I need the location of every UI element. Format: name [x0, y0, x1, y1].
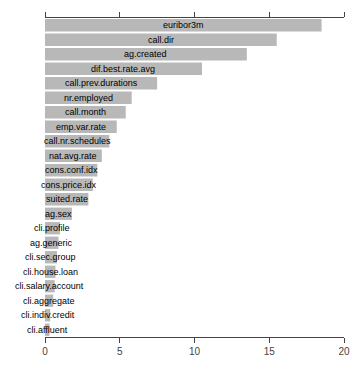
- svg-text:ag.sex: ag.sex: [45, 209, 72, 219]
- svg-text:10: 10: [189, 346, 201, 357]
- svg-text:euribor3m: euribor3m: [163, 20, 204, 30]
- svg-text:cons.price.idx: cons.price.idx: [41, 180, 97, 190]
- svg-text:cli.profile: cli.profile: [34, 223, 70, 233]
- svg-text:cli.aggregate: cli.aggregate: [23, 296, 75, 306]
- svg-text:nat.avg.rate: nat.avg.rate: [49, 151, 97, 161]
- svg-text:cli.house.loan: cli.house.loan: [23, 267, 78, 277]
- svg-text:cli.affluent: cli.affluent: [27, 325, 68, 335]
- svg-text:ag.created: ag.created: [124, 49, 167, 59]
- svg-text:15: 15: [264, 346, 276, 357]
- svg-text:cons.conf.idx: cons.conf.idx: [45, 165, 98, 175]
- svg-text:cli.sec.group: cli.sec.group: [25, 252, 76, 262]
- svg-text:cli.salary.account: cli.salary.account: [15, 281, 84, 291]
- svg-text:cli.indiv.credit: cli.indiv.credit: [21, 310, 75, 320]
- svg-text:5: 5: [117, 346, 123, 357]
- svg-text:ag.generic: ag.generic: [30, 238, 73, 248]
- svg-text:emp.var.rate: emp.var.rate: [56, 122, 106, 132]
- svg-text:20: 20: [338, 346, 350, 357]
- svg-text:call.month: call.month: [65, 107, 106, 117]
- svg-text:call.prev.durations: call.prev.durations: [65, 78, 138, 88]
- svg-text:0: 0: [42, 346, 48, 357]
- svg-text:call.nr.schedules: call.nr.schedules: [44, 136, 111, 146]
- svg-text:call.dir: call.dir: [148, 35, 174, 45]
- svg-text:suited.rate: suited.rate: [46, 194, 88, 204]
- svg-text:nr.employed: nr.employed: [64, 93, 113, 103]
- svg-text:dif.best.rate.avg: dif.best.rate.avg: [91, 64, 155, 74]
